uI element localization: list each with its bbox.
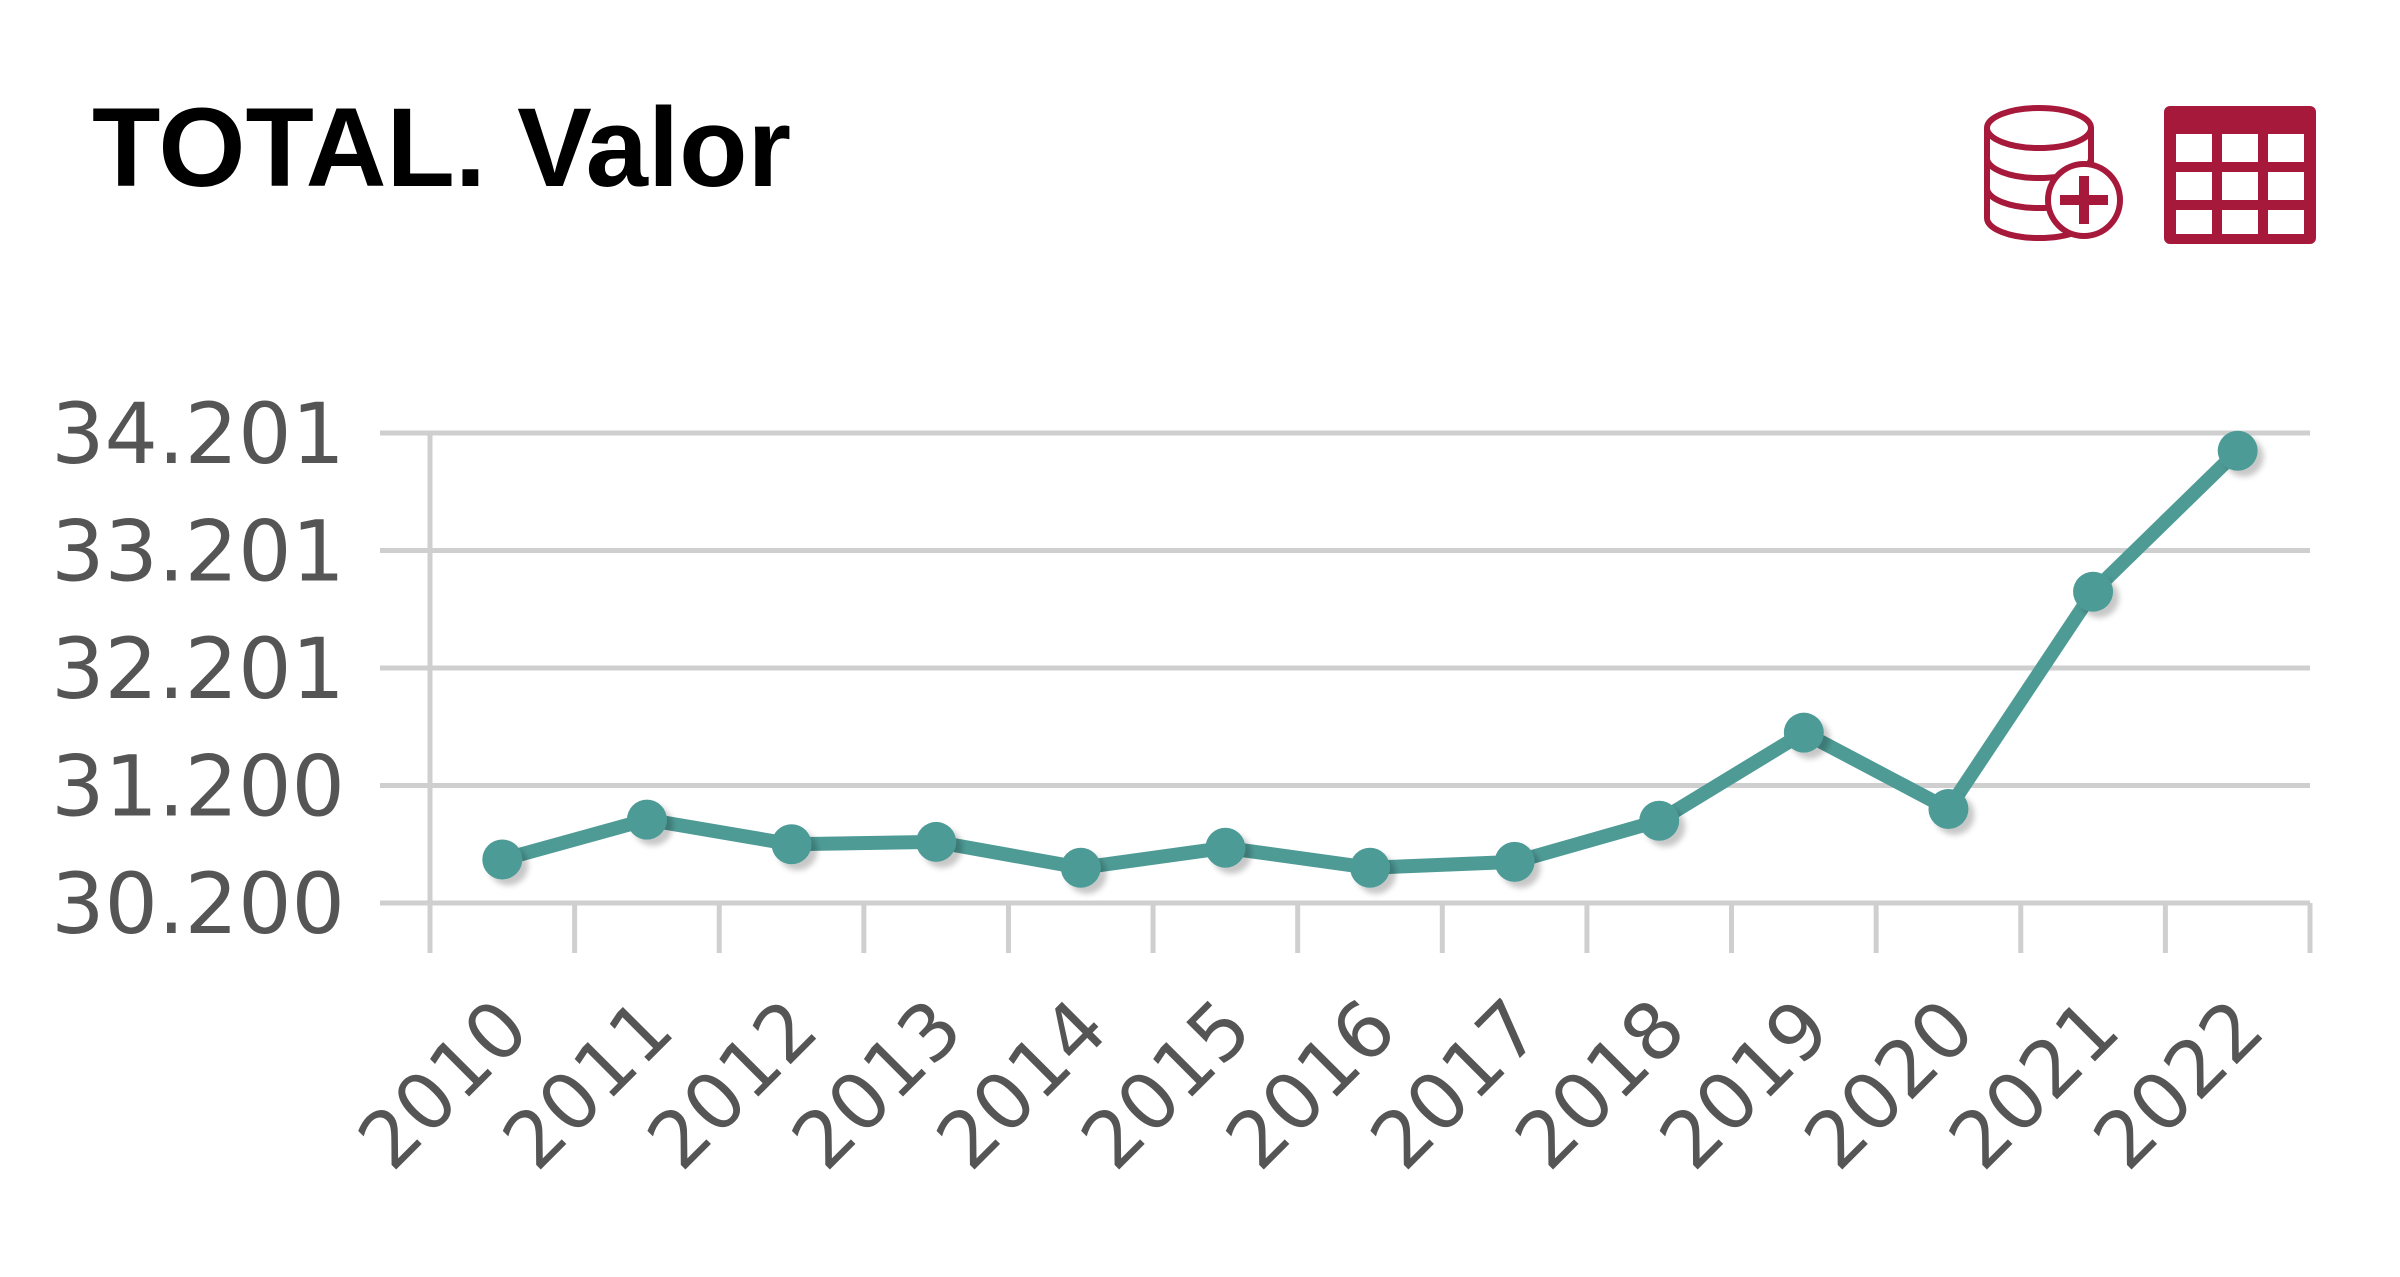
database-plus-icon bbox=[1984, 105, 2123, 241]
x-tick-label: 2011 bbox=[487, 983, 691, 1187]
table-view-button[interactable] bbox=[2160, 100, 2320, 250]
series-line bbox=[495, 443, 2245, 875]
x-tick-label: 2016 bbox=[1210, 983, 1414, 1187]
data-point bbox=[1783, 712, 1824, 753]
y-tick-label: 34.201 bbox=[51, 385, 345, 483]
y-tick-label: 30.200 bbox=[51, 855, 345, 953]
x-tick-label: 2013 bbox=[776, 983, 980, 1187]
x-tick-label: 2014 bbox=[920, 983, 1124, 1187]
x-tick-label: 2015 bbox=[1065, 983, 1269, 1187]
x-tick-label: 2020 bbox=[1788, 983, 1992, 1187]
y-tick-label: 32.201 bbox=[51, 620, 345, 718]
data-point bbox=[1639, 800, 1680, 841]
x-tick-label: 2022 bbox=[2077, 983, 2281, 1187]
add-database-button[interactable] bbox=[1974, 100, 2124, 250]
table-grid-icon bbox=[2164, 106, 2316, 244]
y-tick-label: 33.201 bbox=[51, 502, 345, 600]
x-tick-label: 2017 bbox=[1354, 983, 1558, 1187]
data-point bbox=[626, 799, 667, 840]
x-tick-label: 2019 bbox=[1643, 983, 1847, 1187]
y-tick-label: 31.200 bbox=[51, 738, 345, 836]
data-point bbox=[1350, 847, 1390, 888]
chart-title: TOTAL. Valor bbox=[92, 85, 792, 210]
data-point bbox=[1060, 847, 1101, 888]
data-point bbox=[1494, 841, 1535, 882]
data-point bbox=[1205, 827, 1246, 868]
x-tick-label: 2021 bbox=[1933, 983, 2137, 1187]
x-tick-label: 2012 bbox=[631, 983, 835, 1187]
data-point bbox=[771, 824, 812, 865]
data-point bbox=[1928, 789, 1969, 830]
x-tick-label: 2010 bbox=[342, 983, 546, 1187]
data-point bbox=[482, 839, 523, 880]
data-point bbox=[2217, 430, 2258, 471]
x-tick-label: 2018 bbox=[1499, 983, 1703, 1187]
chart-toolbar bbox=[1974, 100, 2320, 250]
data-point bbox=[2073, 571, 2114, 612]
data-point bbox=[916, 821, 957, 862]
